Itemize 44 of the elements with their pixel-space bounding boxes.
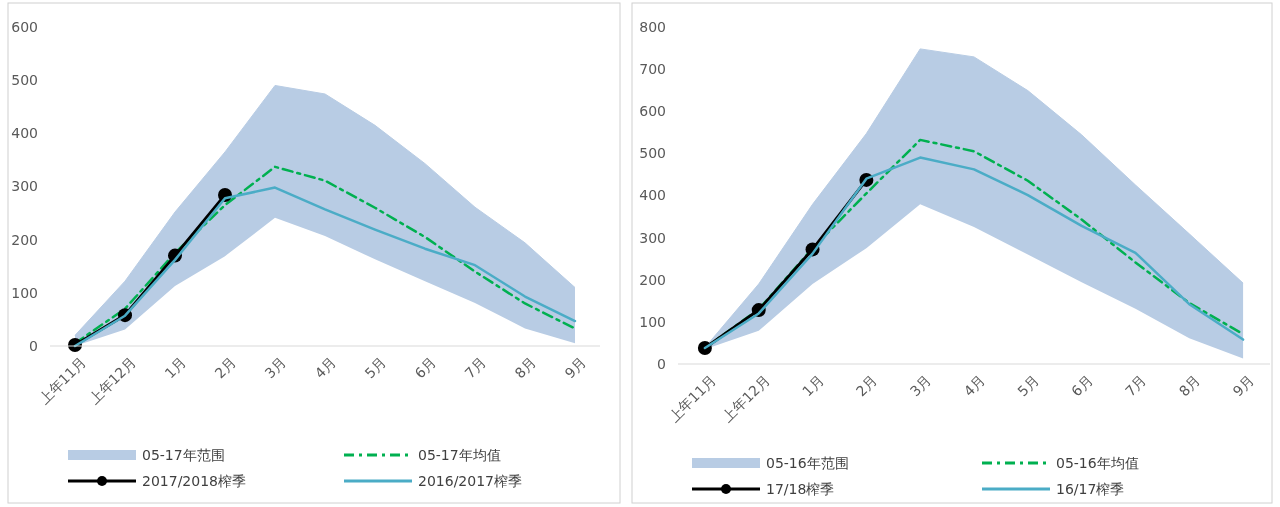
x-tick-label: 7月: [461, 353, 490, 382]
y-tick-label: 500: [11, 72, 38, 89]
x-tick-label: 5月: [1014, 371, 1042, 400]
x-tick-label: 1月: [799, 371, 827, 400]
x-tick-label: 8月: [1175, 371, 1204, 400]
x-tick-label: 4月: [311, 353, 340, 382]
x-tick-label: 1月: [161, 353, 190, 382]
x-tick-label: 3月: [906, 371, 935, 400]
legend-label: 16/17榨季: [1056, 480, 1125, 497]
y-tick-label: 700: [639, 61, 666, 78]
y-tick-label: 300: [639, 229, 666, 246]
y-tick-label: 600: [11, 18, 38, 35]
legend-label: 05-16年均值: [1056, 454, 1139, 471]
x-tick-label: 9月: [561, 353, 590, 382]
legend-label: 05-17年范围: [142, 446, 225, 463]
x-tick-label: 9月: [1229, 371, 1258, 400]
y-tick-label: 200: [11, 231, 38, 248]
y-tick-label: 0: [29, 337, 38, 354]
legend-label: 05-17年均值: [418, 446, 501, 463]
x-tick-label: 5月: [361, 353, 390, 382]
legend-label: 17/18榨季: [766, 480, 835, 497]
x-tick-label: 7月: [1121, 371, 1150, 400]
x-tick-label: 6月: [1068, 371, 1096, 400]
x-tick-label: 2月: [852, 371, 881, 400]
y-tick-label: 400: [11, 125, 38, 142]
y-tick-label: 600: [639, 103, 666, 120]
y-tick-label: 300: [11, 178, 38, 195]
legend-label: 2016/2017榨季: [418, 472, 522, 489]
legend-label: 2017/2018榨季: [142, 472, 246, 489]
y-tick-label: 100: [11, 284, 38, 301]
x-tick-label: 4月: [960, 371, 989, 400]
y-tick-label: 200: [639, 271, 666, 288]
x-tick-label: 上年11月: [665, 371, 719, 426]
y-tick-label: 400: [639, 187, 666, 204]
legend-label: 05-16年范围: [766, 454, 849, 471]
y-tick-label: 500: [639, 145, 666, 162]
x-tick-label: 2月: [211, 353, 240, 382]
x-tick-label: 3月: [261, 353, 290, 382]
y-tick-label: 0: [657, 355, 666, 372]
x-tick-label: 6月: [411, 353, 440, 382]
x-tick-label: 上年12月: [719, 371, 773, 426]
y-tick-label: 800: [639, 18, 666, 35]
x-tick-label: 8月: [511, 353, 540, 382]
y-tick-label: 100: [639, 313, 666, 330]
